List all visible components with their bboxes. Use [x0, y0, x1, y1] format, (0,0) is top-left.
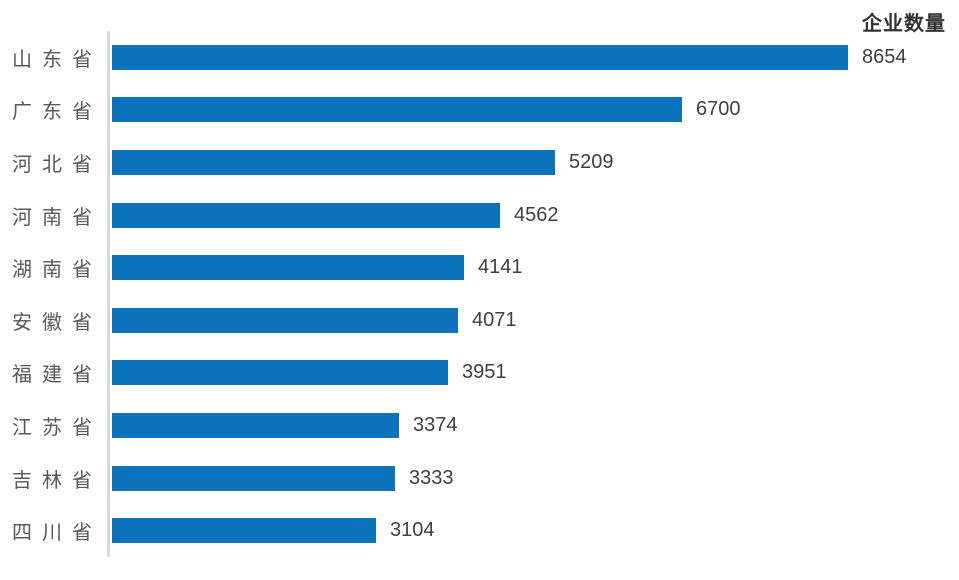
bar-row: 安徽省 4071 [0, 294, 959, 347]
category-label: 河南省 [12, 206, 102, 229]
bar-track: 4071 [112, 294, 959, 347]
bar-track: 4141 [112, 241, 959, 294]
bar [112, 202, 500, 228]
bar-row: 吉林省 3333 [0, 452, 959, 505]
category-label: 广东省 [12, 101, 102, 124]
value-label: 3951 [462, 361, 507, 384]
plot-area: 山东省 8654 广东省 6700 河北省 5209 河南省 4562 湖南省 … [0, 31, 959, 557]
value-label: 3104 [390, 519, 435, 542]
value-label: 8654 [862, 45, 907, 68]
bar-row: 四川省 3104 [0, 504, 959, 557]
bar [112, 360, 448, 386]
value-label: 5209 [569, 150, 614, 173]
bar-row: 河南省 4562 [0, 189, 959, 242]
category-label: 吉林省 [12, 469, 102, 492]
bar [112, 465, 395, 491]
bar-track: 3951 [112, 347, 959, 400]
category-label: 安徽省 [12, 311, 102, 334]
bar [112, 307, 458, 333]
category-label: 河北省 [12, 153, 102, 176]
bar-track: 8654 [112, 31, 959, 84]
bar-row: 湖南省 4141 [0, 241, 959, 294]
category-label: 四川省 [12, 522, 102, 545]
bar-track: 4562 [112, 189, 959, 242]
bar-track: 5209 [112, 136, 959, 189]
category-label: 山东省 [12, 48, 102, 71]
value-label: 4071 [472, 308, 517, 331]
bar-row: 山东省 8654 [0, 31, 959, 84]
bar-row: 广东省 6700 [0, 84, 959, 137]
bar [112, 97, 682, 123]
bar-track: 3374 [112, 399, 959, 452]
bar [112, 518, 376, 544]
y-axis-line [107, 31, 110, 557]
value-label: 3333 [409, 466, 454, 489]
chart-title: 企业数量 [862, 13, 946, 35]
value-label: 6700 [696, 98, 741, 121]
bar [112, 412, 399, 438]
bar [112, 44, 848, 70]
bar-track: 3333 [112, 452, 959, 505]
bar-row: 河北省 5209 [0, 136, 959, 189]
category-label: 福建省 [12, 364, 102, 387]
bar-track: 6700 [112, 84, 959, 137]
category-label: 江苏省 [12, 416, 102, 439]
bar-track: 3104 [112, 504, 959, 557]
bar-row: 江苏省 3374 [0, 399, 959, 452]
category-label: 湖南省 [12, 259, 102, 282]
bar [112, 149, 555, 175]
value-label: 4141 [478, 256, 523, 279]
value-label: 3374 [413, 413, 458, 436]
bar-row: 福建省 3951 [0, 347, 959, 400]
value-label: 4562 [514, 203, 559, 226]
bar [112, 255, 464, 281]
